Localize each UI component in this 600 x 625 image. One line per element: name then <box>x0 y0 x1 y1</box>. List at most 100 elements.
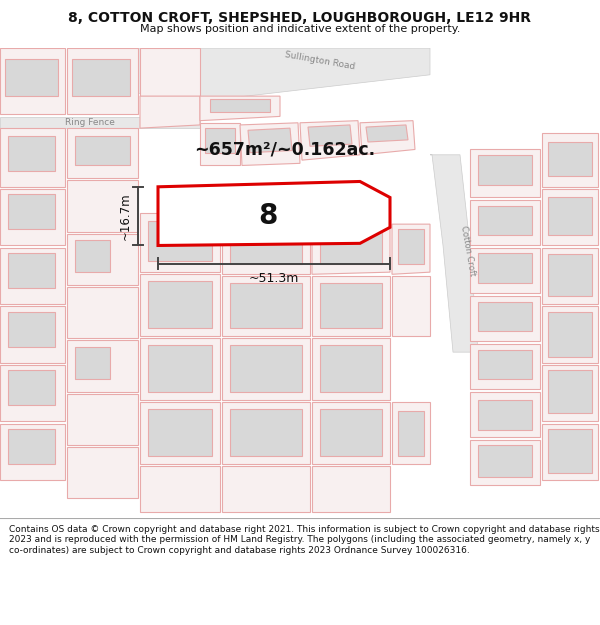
Polygon shape <box>67 394 138 445</box>
Text: 8: 8 <box>259 202 278 229</box>
Polygon shape <box>548 370 592 413</box>
Polygon shape <box>392 224 430 274</box>
Polygon shape <box>75 136 130 166</box>
Polygon shape <box>0 306 65 363</box>
Polygon shape <box>0 424 65 480</box>
Polygon shape <box>200 122 240 166</box>
Polygon shape <box>0 128 65 187</box>
Polygon shape <box>222 338 310 400</box>
Polygon shape <box>67 234 138 285</box>
Polygon shape <box>67 447 138 498</box>
Polygon shape <box>308 125 352 146</box>
Polygon shape <box>478 400 532 430</box>
Polygon shape <box>148 281 212 328</box>
Polygon shape <box>548 142 592 176</box>
Polygon shape <box>470 296 540 341</box>
Polygon shape <box>366 125 408 142</box>
Polygon shape <box>148 221 212 261</box>
Polygon shape <box>67 341 138 392</box>
Polygon shape <box>0 189 65 246</box>
Polygon shape <box>470 439 540 486</box>
Polygon shape <box>312 466 390 512</box>
Polygon shape <box>0 48 65 114</box>
Polygon shape <box>222 219 310 274</box>
Polygon shape <box>478 206 532 235</box>
Polygon shape <box>222 402 310 464</box>
Polygon shape <box>542 189 598 246</box>
Polygon shape <box>8 370 55 406</box>
Polygon shape <box>8 429 55 464</box>
Polygon shape <box>8 253 55 288</box>
Text: Sullington Road: Sullington Road <box>284 50 356 71</box>
Polygon shape <box>8 136 55 171</box>
Polygon shape <box>312 221 390 274</box>
Polygon shape <box>548 254 592 296</box>
Polygon shape <box>320 282 382 328</box>
Polygon shape <box>140 466 220 512</box>
Text: ~16.7m: ~16.7m <box>119 192 132 240</box>
Polygon shape <box>542 424 598 480</box>
Polygon shape <box>205 128 235 152</box>
Text: Contains OS data © Crown copyright and database right 2021. This information is : Contains OS data © Crown copyright and d… <box>9 525 599 555</box>
Polygon shape <box>478 445 532 477</box>
Polygon shape <box>230 344 302 392</box>
Polygon shape <box>542 365 598 421</box>
Polygon shape <box>222 276 310 336</box>
Polygon shape <box>548 198 592 235</box>
Polygon shape <box>222 466 310 512</box>
Polygon shape <box>312 338 390 400</box>
Polygon shape <box>542 306 598 363</box>
Polygon shape <box>148 409 212 456</box>
Text: ~51.3m: ~51.3m <box>249 272 299 285</box>
Polygon shape <box>470 199 540 246</box>
Polygon shape <box>478 302 532 331</box>
Polygon shape <box>478 253 532 282</box>
Polygon shape <box>148 344 212 392</box>
Polygon shape <box>542 248 598 304</box>
Polygon shape <box>312 402 390 464</box>
Polygon shape <box>230 409 302 456</box>
Polygon shape <box>478 155 532 184</box>
Polygon shape <box>75 347 110 379</box>
Text: ~657m²/~0.162ac.: ~657m²/~0.162ac. <box>194 141 376 159</box>
Polygon shape <box>67 181 138 232</box>
Polygon shape <box>548 429 592 472</box>
Polygon shape <box>140 96 200 128</box>
Polygon shape <box>300 121 360 160</box>
Polygon shape <box>8 312 55 347</box>
Polygon shape <box>67 48 138 114</box>
Polygon shape <box>5 59 58 96</box>
Polygon shape <box>8 194 55 229</box>
Polygon shape <box>140 48 200 96</box>
Polygon shape <box>398 411 424 456</box>
Polygon shape <box>140 402 220 464</box>
Polygon shape <box>67 287 138 338</box>
Polygon shape <box>248 128 292 152</box>
Polygon shape <box>392 276 430 336</box>
Polygon shape <box>470 344 540 389</box>
Polygon shape <box>230 282 302 328</box>
Polygon shape <box>398 229 424 264</box>
Polygon shape <box>0 365 65 421</box>
Text: Ring Fence: Ring Fence <box>65 118 115 127</box>
Polygon shape <box>470 248 540 294</box>
Polygon shape <box>478 350 532 379</box>
Polygon shape <box>470 392 540 438</box>
Polygon shape <box>320 409 382 456</box>
Polygon shape <box>210 99 270 112</box>
Polygon shape <box>360 121 415 155</box>
Polygon shape <box>320 344 382 392</box>
Polygon shape <box>140 338 220 400</box>
Polygon shape <box>140 274 220 336</box>
Polygon shape <box>312 276 390 336</box>
Polygon shape <box>430 155 478 352</box>
Polygon shape <box>548 312 592 358</box>
Polygon shape <box>230 226 302 264</box>
Polygon shape <box>470 149 540 198</box>
Polygon shape <box>320 226 382 264</box>
Polygon shape <box>0 118 200 128</box>
Polygon shape <box>542 134 598 187</box>
Polygon shape <box>80 48 430 101</box>
Polygon shape <box>158 181 390 246</box>
Polygon shape <box>140 214 220 272</box>
